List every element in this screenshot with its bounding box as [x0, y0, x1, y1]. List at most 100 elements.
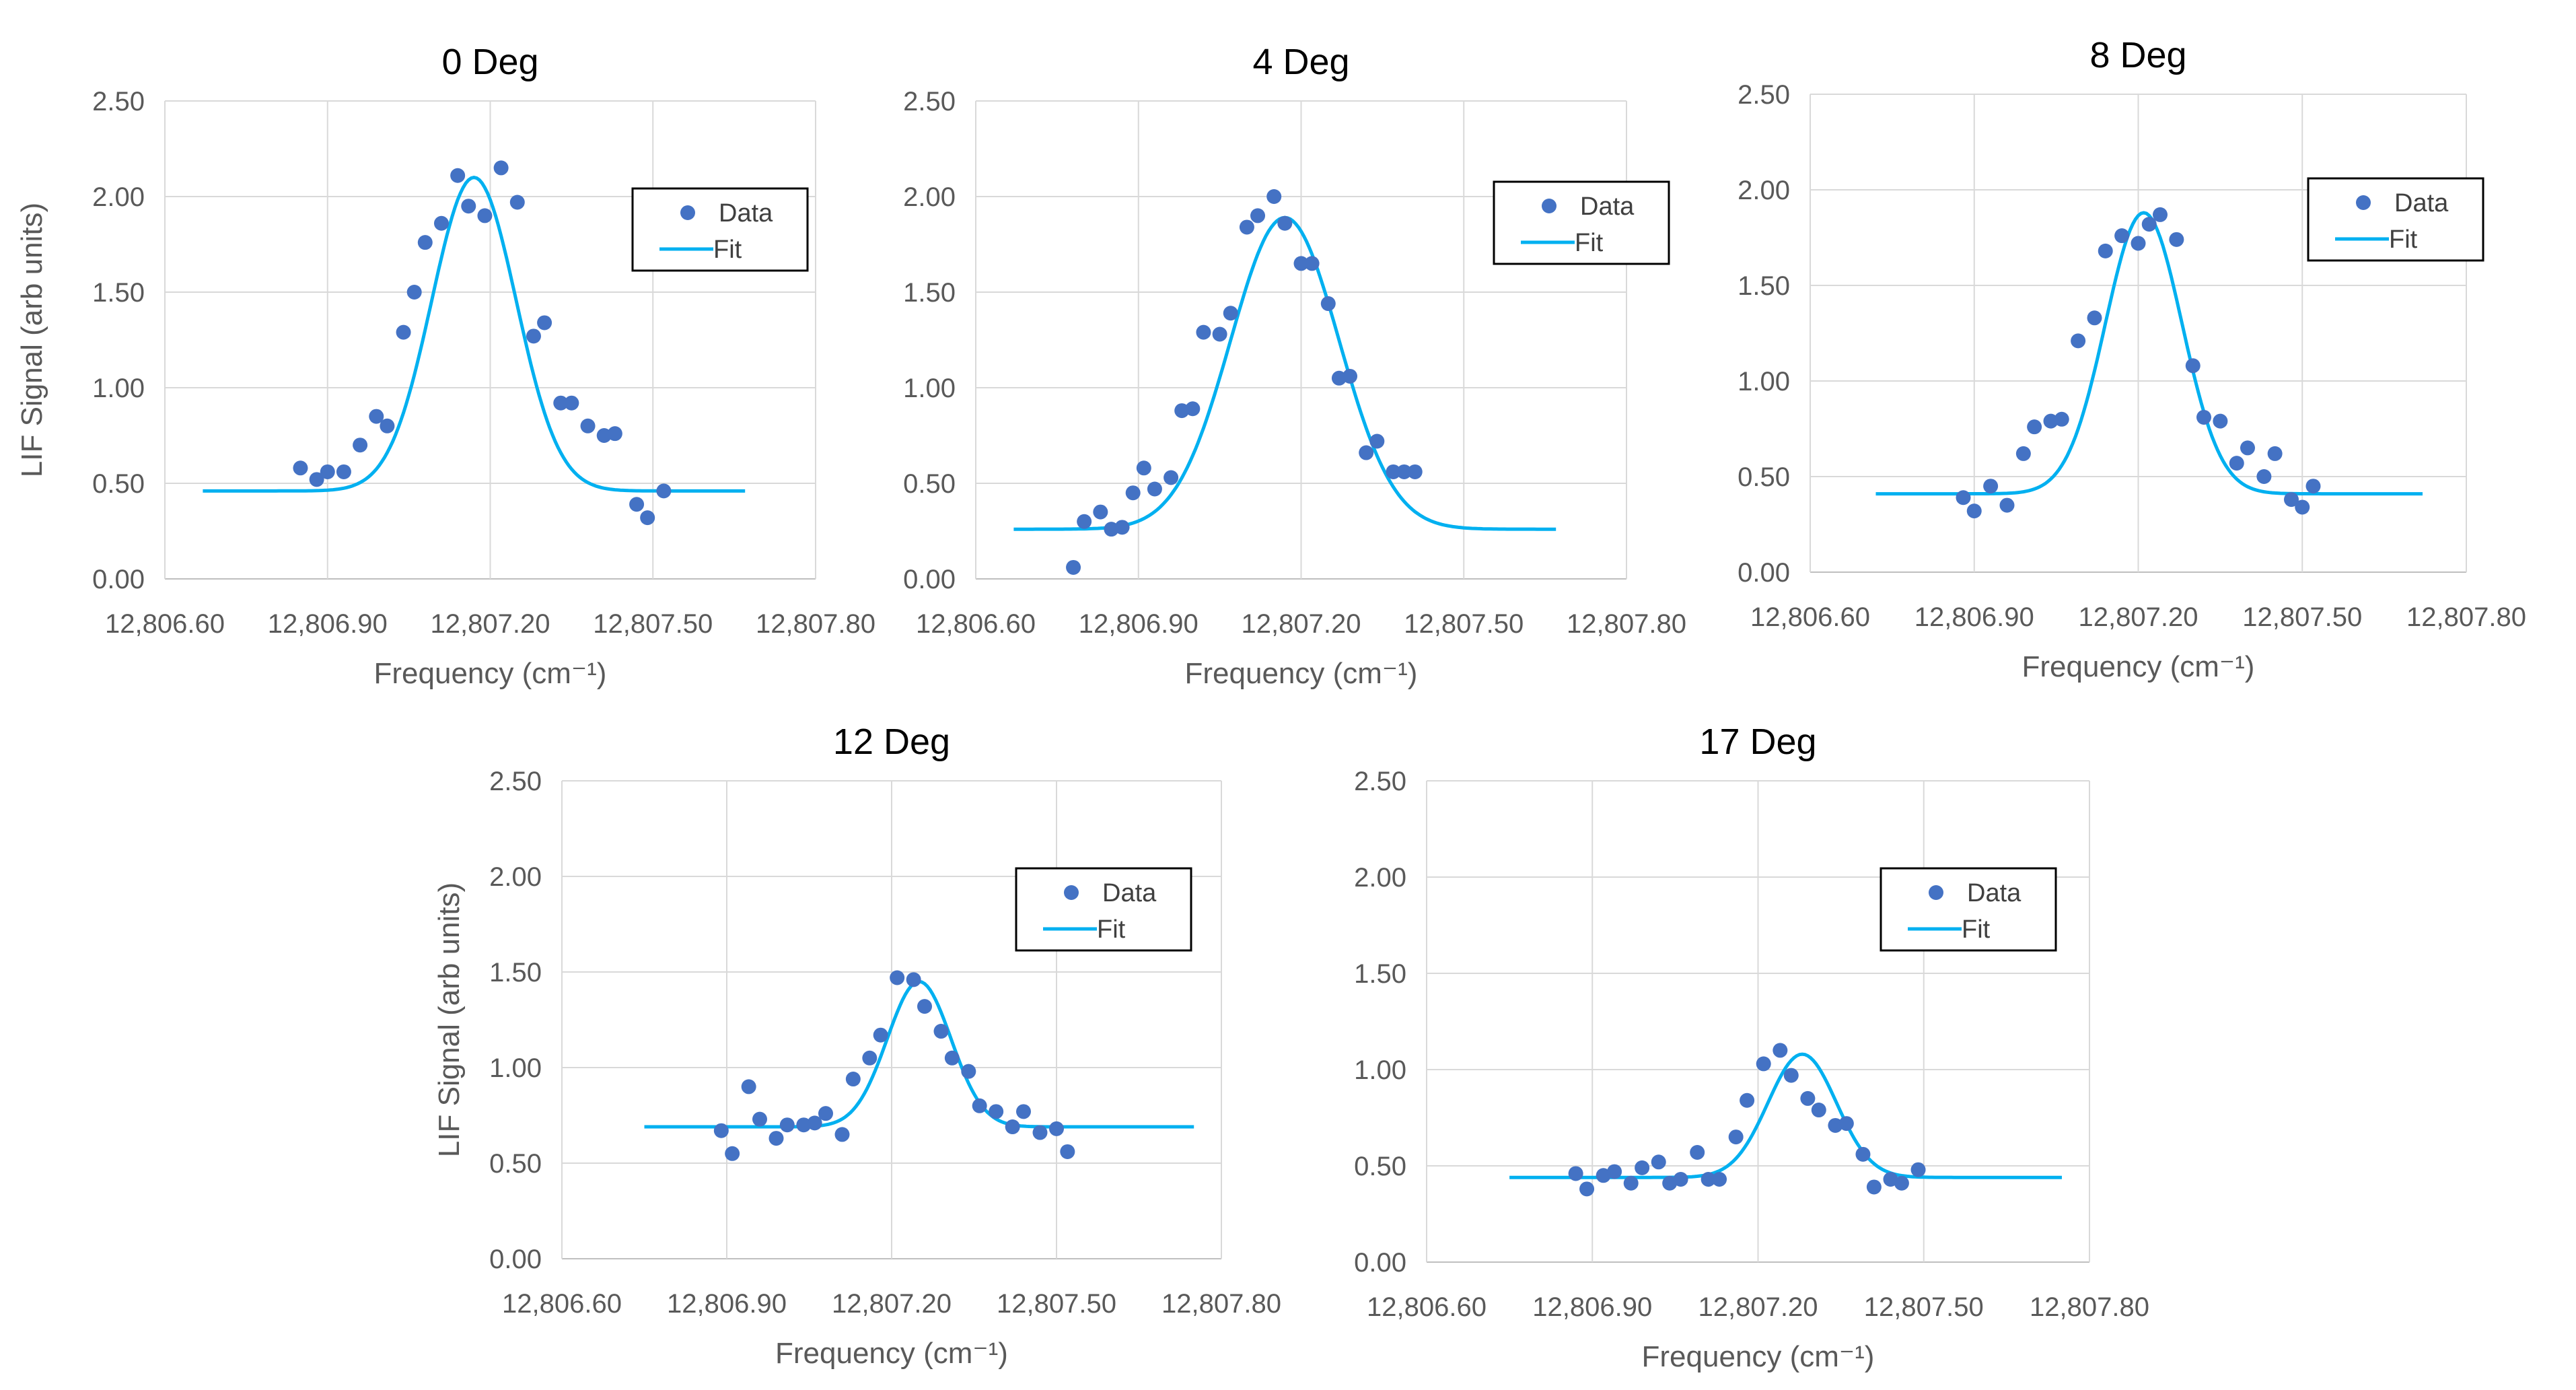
data-point	[713, 1123, 729, 1138]
data-point	[818, 1106, 833, 1121]
x-tick-label: 12,807.50	[593, 609, 713, 639]
y-tick-label: 2.00	[903, 182, 956, 212]
data-point	[768, 1131, 784, 1146]
y-tick-label: 0.50	[92, 469, 145, 499]
chart-panel-1: 4 Deg 0.00 0.50 1.00 1.50 2.00 2.50 12,806.60 12…	[903, 42, 1686, 690]
y-tick-label: 0.50	[1354, 1152, 1406, 1181]
legend-fit-label: Fit	[1962, 915, 1991, 944]
data-point	[580, 418, 596, 433]
data-point	[1320, 296, 1336, 312]
data-point	[1147, 481, 1162, 497]
data-point	[2196, 409, 2211, 425]
data-point	[461, 199, 476, 214]
legend-data-marker	[2356, 195, 2371, 210]
data-point	[1223, 306, 1238, 321]
x-tick-label: 12,807.20	[1242, 609, 1361, 639]
data-point	[1983, 479, 1999, 494]
data-point	[2153, 207, 2168, 222]
data-point	[1250, 208, 1266, 223]
legend-data-label: Data	[2394, 189, 2449, 217]
data-point	[2229, 456, 2244, 471]
data-point	[564, 395, 579, 411]
data-point	[2015, 446, 2031, 461]
data-point	[309, 472, 324, 487]
data-point	[2027, 419, 2042, 435]
x-tick-label: 12,806.60	[1367, 1292, 1487, 1322]
data-point	[629, 497, 645, 512]
data-point	[1293, 256, 1309, 271]
data-point	[380, 418, 395, 433]
data-point	[293, 460, 308, 476]
data-point	[1049, 1121, 1064, 1136]
data-point	[417, 235, 433, 250]
data-point	[989, 1104, 1004, 1119]
data-point	[2305, 479, 2321, 494]
data-point	[2131, 236, 2146, 251]
x-tick-label: 12,807.50	[1404, 609, 1524, 639]
data-point	[1579, 1181, 1595, 1197]
y-tick-label: 0.00	[489, 1245, 542, 1274]
data-point	[2267, 446, 2283, 461]
data-point	[1855, 1146, 1871, 1162]
data-point	[972, 1098, 987, 1113]
data-point	[1838, 1116, 1854, 1132]
x-tick-label: 12,807.50	[1864, 1292, 1984, 1322]
y-tick-label: 2.50	[1738, 80, 1790, 110]
data-point	[1651, 1154, 1666, 1170]
data-point	[396, 324, 411, 340]
x-tick-label: 12,807.20	[1698, 1292, 1818, 1322]
data-point	[1114, 520, 1130, 535]
chart-title: 4 Deg	[1252, 42, 1349, 82]
x-tick-label: 12,806.90	[1079, 609, 1198, 639]
x-tick-label: 12,807.20	[2079, 602, 2198, 632]
data-point	[741, 1079, 756, 1094]
x-tick-label: 12,807.80	[2030, 1292, 2149, 1322]
chart-panel-0: 0 Deg 0.00 0.50 1.00 1.50 2.00 2.50 12,806.60 12…	[15, 42, 875, 690]
data-point	[2054, 411, 2069, 427]
x-tick-label: 12,806.60	[502, 1289, 622, 1319]
y-tick-label: 2.00	[92, 182, 145, 212]
legend: Data Fit	[2307, 177, 2484, 262]
data-point	[1956, 490, 1971, 506]
data-point	[1125, 485, 1141, 501]
data-point	[944, 1050, 960, 1066]
data-point	[1407, 464, 1423, 479]
data-point	[2256, 469, 2272, 484]
data-point	[1304, 256, 1320, 271]
x-tick-label: 12,807.50	[2242, 602, 2362, 632]
legend-fit-label: Fit	[1575, 229, 1604, 257]
x-tick-label: 12,807.20	[832, 1289, 952, 1319]
fit-curve	[1013, 215, 1557, 531]
data-point	[1701, 1172, 1716, 1187]
data-point	[553, 395, 569, 411]
data-point	[2141, 217, 2157, 232]
data-point	[353, 438, 368, 453]
y-tick-label: 2.00	[1354, 863, 1406, 893]
data-point	[1005, 1119, 1020, 1135]
data-point	[1756, 1056, 1771, 1072]
legend-fit-label: Fit	[1097, 915, 1126, 944]
legend: Data Fit	[631, 187, 809, 272]
data-point	[1828, 1117, 1843, 1133]
y-tick-label: 2.50	[92, 87, 145, 116]
data-point	[1623, 1175, 1639, 1191]
legend-box	[1880, 867, 2057, 952]
data-point	[1811, 1103, 1826, 1118]
y-tick-label: 0.00	[903, 565, 956, 594]
data-point	[1343, 368, 1358, 384]
y-tick-label: 0.50	[903, 469, 956, 499]
data-point	[2087, 310, 2102, 326]
x-axis-label: Frequency (cm⁻¹)	[1185, 657, 1418, 690]
y-tick-label: 2.00	[1738, 176, 1790, 205]
legend-data-label: Data	[1580, 193, 1635, 221]
data-point	[779, 1117, 795, 1133]
y-tick-label: 1.00	[92, 374, 145, 403]
data-point	[752, 1111, 767, 1127]
data-point	[2295, 499, 2310, 515]
data-point	[1607, 1164, 1622, 1179]
x-tick-label: 12,807.80	[2406, 602, 2526, 632]
data-point	[1396, 464, 1412, 479]
legend: Data Fit	[1880, 867, 2057, 952]
data-point	[2213, 413, 2228, 429]
y-tick-label: 0.00	[1738, 558, 1790, 588]
